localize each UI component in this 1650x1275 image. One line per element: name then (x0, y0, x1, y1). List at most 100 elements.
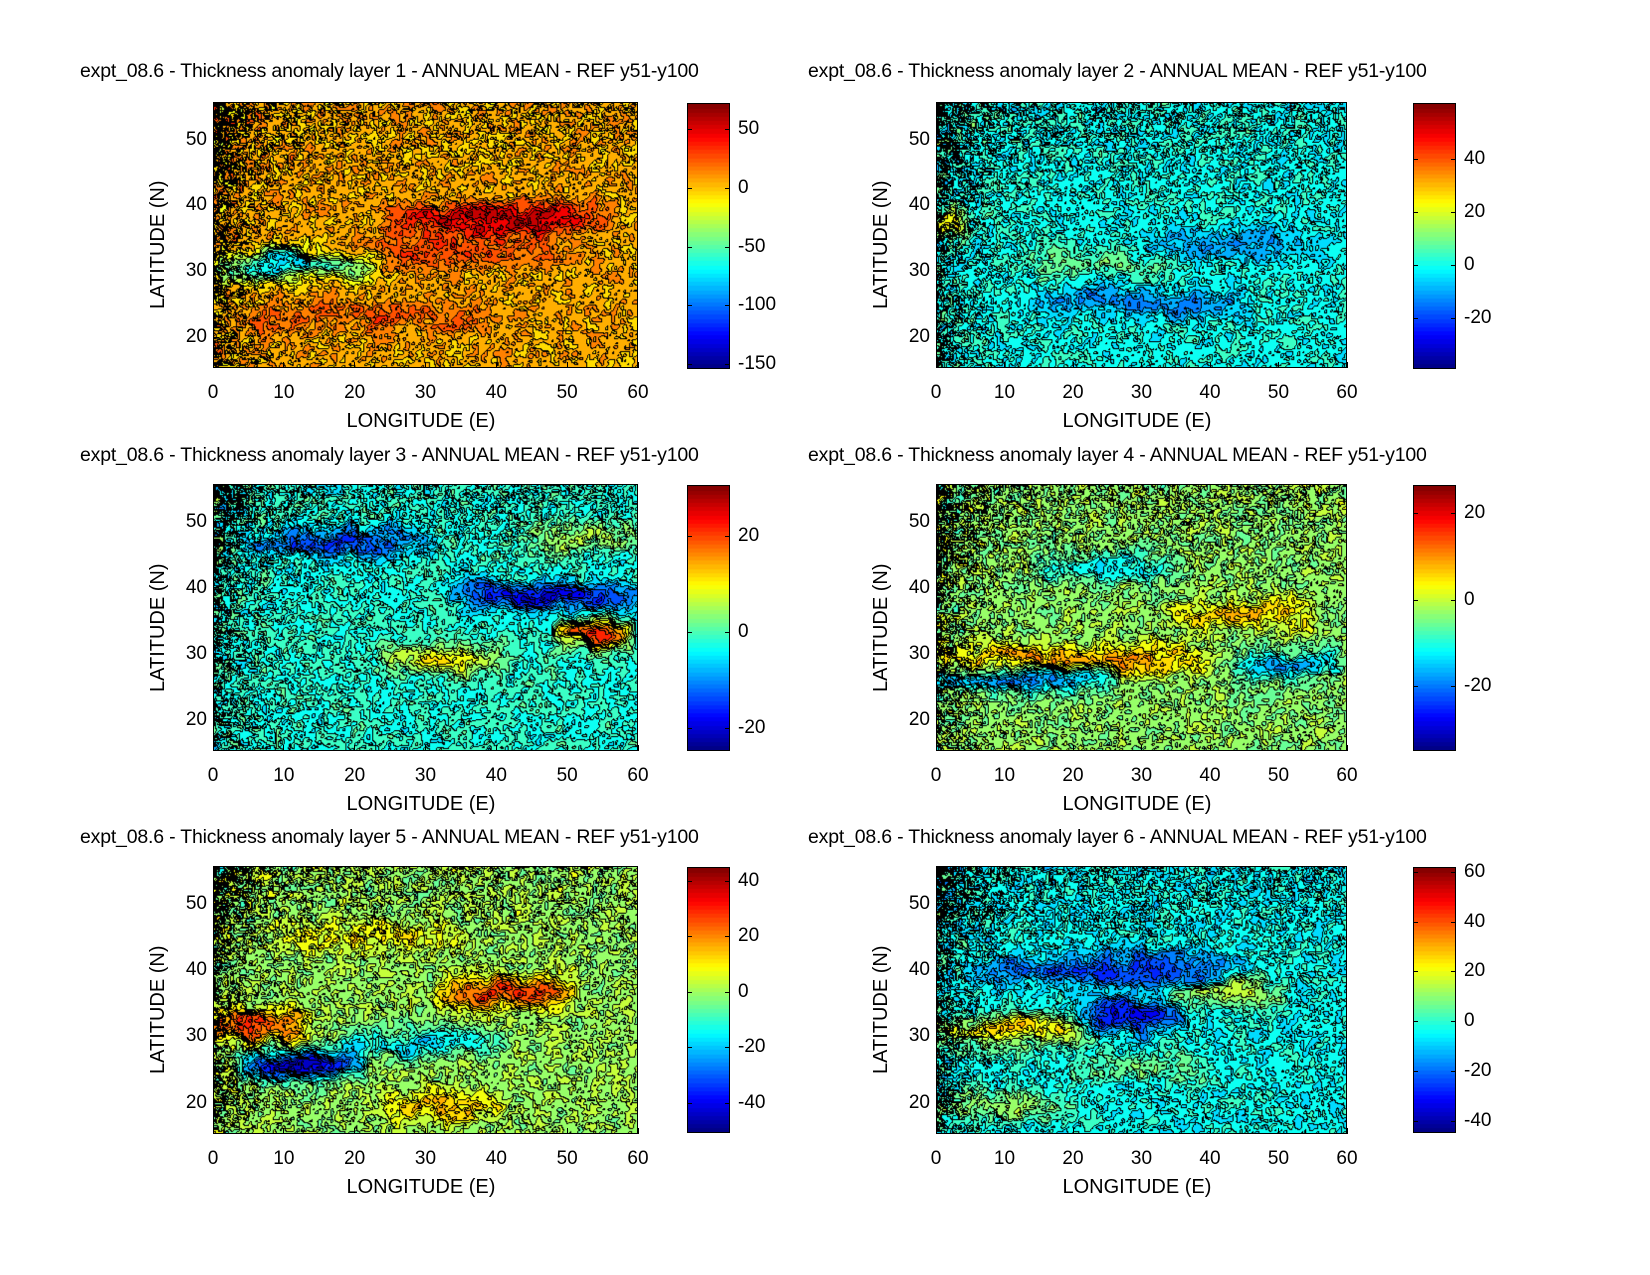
colorbar-tick-mark (687, 246, 692, 248)
x-tick-label: 10 (993, 765, 1016, 786)
y-tick-label: 50 (908, 128, 930, 150)
x-tick-mark (354, 1128, 356, 1134)
x-tick-label: 10 (273, 382, 295, 403)
x-tick-mark (1278, 745, 1279, 751)
colorbar-tick-label: -50 (738, 235, 766, 257)
y-tick-mark (213, 719, 219, 721)
colorbar-tick-label: 0 (738, 980, 749, 1002)
colorbar-tick-mark (725, 632, 730, 634)
x-tick-mark (566, 362, 568, 368)
x-tick-mark (495, 745, 497, 751)
colorbar-tick-mark (1451, 1070, 1456, 1072)
colorbar (1413, 867, 1456, 1133)
colorbar-tick-mark (1413, 871, 1418, 873)
colorbar-tick-mark (1413, 212, 1418, 214)
y-axis-label: LATITUDE (N) (870, 945, 892, 1074)
colorbar-tick-mark (1451, 265, 1456, 267)
x-tick-label: 0 (930, 382, 942, 403)
colorbar-tick-mark (725, 536, 730, 538)
colorbar-tick-mark (1413, 513, 1418, 515)
x-tick-mark (935, 1128, 937, 1134)
x-tick-label: 20 (344, 1148, 366, 1169)
y-tick-label: 20 (185, 1091, 207, 1113)
contour-field (214, 103, 637, 367)
x-tick-mark (1346, 362, 1348, 368)
colorbar-tick-label: -40 (738, 1091, 766, 1113)
x-tick-mark (637, 362, 639, 368)
colorbar-tick-mark (1451, 686, 1456, 688)
x-tick-label: 40 (1199, 382, 1221, 403)
y-tick-label: 40 (908, 959, 930, 981)
panel-title: expt_08.6 - Thickness anomaly layer 4 - … (808, 444, 1427, 466)
colorbar-tick-mark (725, 936, 730, 938)
x-tick-mark (495, 362, 497, 368)
x-tick-label: 40 (485, 382, 507, 403)
colorbar-tick-label: -20 (1464, 675, 1492, 697)
x-tick-label: 10 (993, 1148, 1016, 1169)
colorbar-tick-mark (687, 880, 692, 882)
x-tick-mark (212, 362, 214, 368)
x-tick-mark (1141, 362, 1142, 368)
colorbar-tick-mark (725, 991, 730, 993)
colorbar-tick-mark (1413, 1021, 1418, 1023)
x-axis-label: LONGITUDE (E) (346, 1176, 496, 1198)
colorbar-gradient (1414, 486, 1455, 750)
x-tick-mark (495, 1128, 497, 1134)
x-tick-mark (283, 745, 285, 751)
y-tick-mark (213, 587, 219, 589)
x-tick-mark (1072, 1128, 1074, 1134)
x-tick-label: 60 (1336, 382, 1358, 403)
x-tick-mark (1209, 362, 1211, 368)
colorbar-tick-mark (1413, 971, 1418, 973)
x-tick-label: 0 (207, 1148, 219, 1169)
plot-area (936, 484, 1347, 751)
colorbar-gradient (688, 868, 729, 1132)
x-tick-label: 50 (1267, 765, 1290, 786)
x-axis-label: LONGITUDE (E) (1062, 1176, 1212, 1198)
x-tick-label: 60 (627, 1148, 649, 1169)
panel-title: expt_08.6 - Thickness anomaly layer 6 - … (808, 826, 1427, 848)
colorbar-tick-mark (1413, 1120, 1418, 1122)
y-tick-label: 30 (908, 642, 930, 664)
colorbar-tick-mark (1451, 212, 1456, 214)
colorbar-tick-mark (725, 1047, 730, 1049)
x-tick-mark (425, 745, 426, 751)
contour-field (937, 485, 1346, 750)
x-tick-label: 50 (556, 765, 578, 786)
y-axis-label: LATITUDE (N) (147, 945, 169, 1074)
colorbar-tick-label: 0 (1464, 1010, 1475, 1032)
y-tick-mark (213, 969, 219, 971)
x-tick-mark (566, 1128, 568, 1134)
x-tick-label: 30 (1130, 765, 1153, 786)
colorbar-tick-mark (687, 187, 692, 189)
colorbar-tick-mark (687, 1102, 692, 1104)
x-tick-mark (1004, 745, 1005, 751)
colorbar-tick-mark (1413, 599, 1418, 601)
colorbar-tick-label: 20 (1464, 201, 1486, 223)
plot-area (936, 866, 1347, 1134)
colorbar-tick-label: -20 (738, 717, 766, 739)
colorbar (687, 867, 730, 1133)
y-axis-label: LATITUDE (N) (147, 562, 169, 692)
x-tick-label: 60 (627, 765, 649, 786)
x-tick-label: 20 (344, 382, 366, 403)
x-tick-label: 40 (1199, 765, 1221, 786)
x-tick-mark (283, 362, 285, 368)
colorbar-tick-mark (725, 128, 730, 130)
colorbar-tick-mark (725, 364, 730, 366)
y-axis-label: LATITUDE (N) (147, 180, 169, 309)
x-tick-label: 50 (1267, 382, 1290, 403)
y-tick-mark (213, 270, 219, 272)
x-tick-label: 30 (1130, 1148, 1153, 1169)
colorbar-tick-label: 60 (1464, 860, 1486, 882)
y-axis-label: LATITUDE (N) (870, 180, 892, 309)
x-tick-mark (425, 1128, 426, 1134)
y-tick-label: 40 (185, 959, 207, 981)
x-tick-label: 0 (207, 382, 219, 403)
y-tick-mark (936, 270, 942, 272)
y-tick-label: 50 (908, 510, 930, 532)
x-tick-mark (1209, 745, 1211, 751)
x-tick-mark (637, 745, 639, 751)
plot-area (213, 484, 638, 751)
y-tick-mark (936, 903, 942, 905)
